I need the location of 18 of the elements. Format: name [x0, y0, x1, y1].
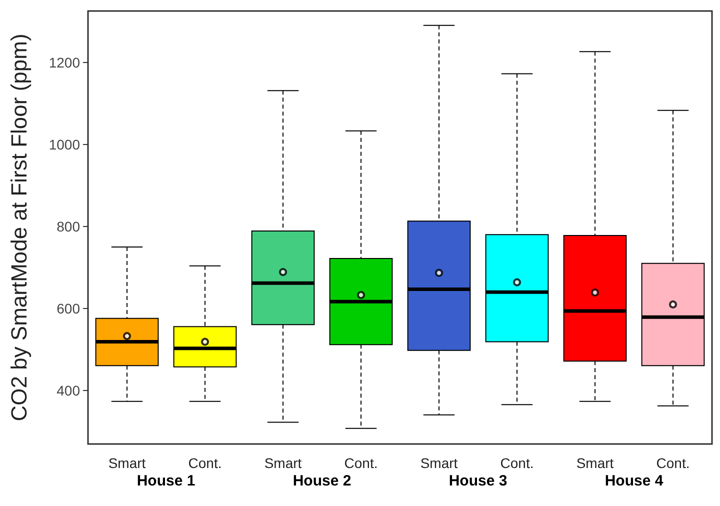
- x-tick-label: Cont.: [656, 455, 690, 471]
- x-tick-label: Smart: [576, 455, 614, 471]
- y-tick-label: 600: [56, 300, 80, 317]
- y-tick-label: 1200: [48, 54, 80, 70]
- text: House 1: [136, 472, 196, 490]
- text: House 4: [604, 472, 664, 490]
- x-tick-label: Cont.: [344, 455, 378, 471]
- y-tick-label: 1000: [48, 136, 80, 152]
- text: House 3: [448, 472, 508, 490]
- x-tick-label: Smart: [108, 455, 146, 471]
- x-tick-label: Smart: [420, 455, 458, 471]
- x-tick-label: Cont.: [188, 455, 222, 471]
- x-tick-label: Cont.: [500, 455, 534, 471]
- x-tick-label: Smart: [264, 455, 302, 471]
- y-tick-label: 400: [56, 382, 80, 399]
- y-tick-label: 800: [56, 218, 80, 234]
- y-axis-title: CO2 by SmartMode at First Floor (ppm): [6, 34, 32, 422]
- text: House 2: [292, 472, 352, 490]
